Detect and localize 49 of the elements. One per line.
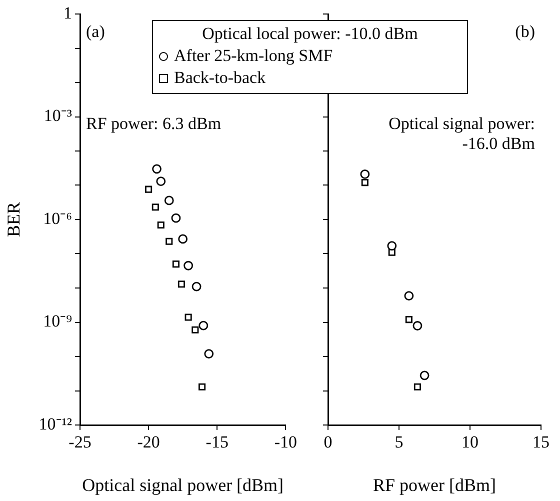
- point: [152, 204, 159, 211]
- point: [405, 316, 412, 324]
- point: [204, 349, 214, 358]
- y-tick-label: 10⁻¹²: [38, 414, 72, 434]
- point: [152, 164, 162, 174]
- x-tick-label: -25: [68, 432, 92, 452]
- point: [164, 196, 174, 206]
- x-tick-label: 15: [532, 432, 550, 452]
- y-tick-label: 10⁻³: [44, 106, 72, 126]
- x-tick-label: 0: [324, 432, 332, 452]
- legend-label: Back-to-back: [174, 67, 266, 89]
- point: [184, 260, 194, 270]
- y-tick-label: 10⁻⁹: [43, 312, 72, 331]
- point: [360, 170, 370, 179]
- point: [414, 383, 421, 390]
- point: [404, 291, 414, 301]
- point: [198, 320, 208, 330]
- y-tick-label: 1: [64, 3, 72, 22]
- point: [387, 241, 397, 251]
- annotation: (a): [86, 22, 105, 41]
- point: [184, 314, 192, 321]
- x-tick-label: 10: [462, 432, 478, 452]
- annotation: Optical signal power: -16.0 dBm: [388, 114, 535, 153]
- point: [420, 370, 430, 380]
- point: [166, 238, 173, 245]
- point: [412, 321, 422, 330]
- x-tick-label: -20: [137, 432, 160, 452]
- y-axis-title: BER: [4, 202, 24, 238]
- x-axis-title: Optical signal power [dBm]: [82, 474, 284, 495]
- point: [145, 186, 152, 193]
- point: [156, 176, 166, 186]
- point: [172, 260, 180, 268]
- point: [157, 221, 164, 229]
- x-axis-title: RF power [dBm]: [373, 474, 496, 495]
- point: [198, 383, 206, 390]
- x-tick-label: 5: [394, 432, 404, 452]
- legend-title: Optical local power: -10.0 dBm: [201, 23, 419, 45]
- point: [178, 280, 185, 288]
- annotation: (b): [515, 22, 535, 41]
- point: [361, 179, 368, 186]
- annotation: RF power: 6.3 dBm: [86, 114, 222, 133]
- point: [192, 282, 202, 292]
- y-tick-label: 10⁻⁶: [43, 208, 72, 228]
- legend-label: After 25-km-long SMF: [174, 45, 333, 67]
- x-tick-label: -15: [206, 432, 228, 452]
- x-tick-label: -10: [274, 432, 298, 452]
- point: [178, 234, 188, 244]
- point: [192, 326, 199, 334]
- point: [171, 213, 181, 223]
